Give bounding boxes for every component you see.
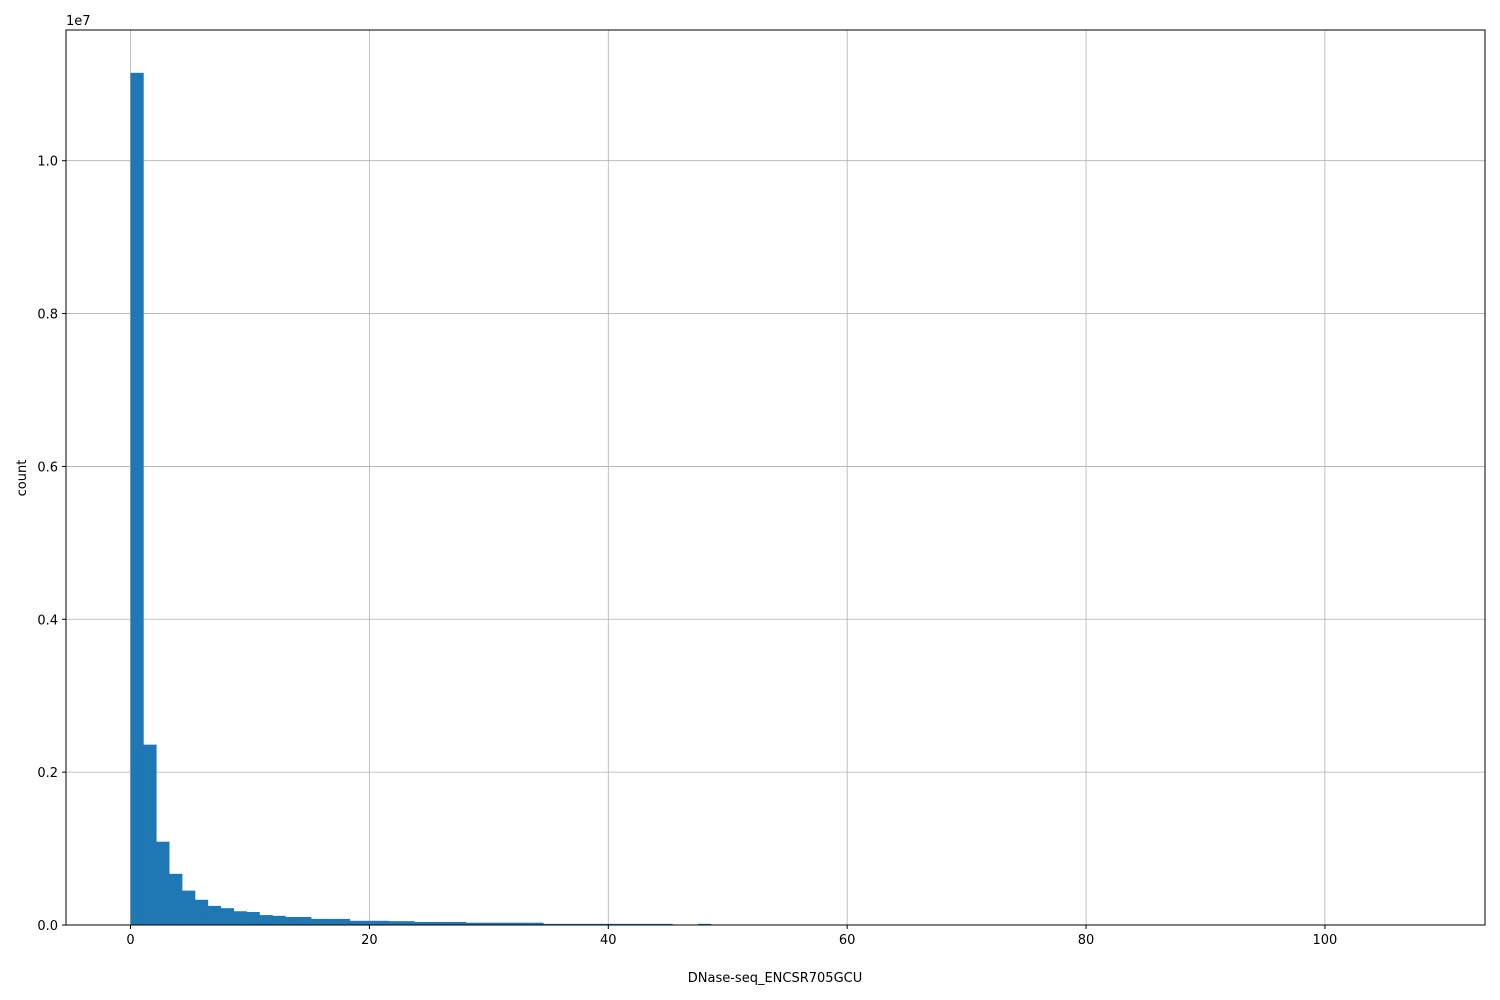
histogram-bar — [427, 921, 441, 925]
histogram-bar — [607, 923, 621, 925]
histogram-bar — [130, 72, 144, 925]
histogram-bar — [298, 916, 312, 925]
histogram-bar — [285, 916, 299, 925]
x-axis-ticks: 0 20 40 60 80 100 — [126, 925, 1337, 948]
x-tick-label: 0 — [126, 933, 134, 948]
histogram-bar — [156, 841, 170, 925]
x-axis-label: DNase-seq_ENCSR705GCU — [688, 971, 862, 986]
histogram-bar — [620, 923, 634, 925]
y-axis-label: count — [15, 460, 30, 497]
histogram-bar — [633, 923, 647, 925]
histogram-bar — [259, 915, 273, 925]
histogram-bar — [659, 923, 673, 925]
y-tick-label: 0.8 — [37, 308, 58, 323]
plot-frame — [65, 29, 1486, 926]
histogram-bar — [582, 923, 596, 925]
histogram-bar — [272, 915, 286, 925]
histogram-bar — [349, 920, 363, 925]
histogram-bar — [478, 922, 492, 925]
histogram-bar — [556, 923, 570, 925]
histogram-bar — [375, 920, 389, 925]
histogram-bar — [246, 912, 260, 925]
histogram-bar — [698, 923, 712, 925]
histogram-bar — [233, 911, 247, 925]
histogram-bar — [504, 922, 518, 925]
histogram-bar — [646, 923, 660, 925]
y-tick-label: 0.6 — [37, 460, 58, 475]
grid-lines — [66, 30, 1485, 926]
histogram-bar — [362, 920, 376, 925]
histogram-bar — [440, 921, 454, 925]
y-tick-label: 0.2 — [37, 766, 58, 781]
histogram-bar — [220, 908, 234, 925]
histogram-bar — [569, 923, 583, 925]
x-tick-label: 20 — [361, 933, 378, 948]
histogram-bar — [401, 921, 415, 925]
histogram-bar — [414, 921, 428, 925]
y-tick-label: 0.0 — [37, 919, 58, 934]
histogram-bar — [453, 921, 467, 925]
histogram-bar — [336, 918, 351, 925]
histogram-bar — [594, 923, 609, 925]
x-tick-label: 100 — [1313, 933, 1338, 948]
histogram-bar — [517, 922, 531, 925]
y-offset-label: 1e7 — [66, 14, 91, 29]
x-tick-label: 60 — [839, 933, 856, 948]
histogram-bar — [195, 899, 209, 925]
histogram-bars — [130, 72, 712, 925]
histogram-bar — [491, 922, 505, 925]
histogram-bar — [324, 918, 338, 925]
histogram-bar — [182, 890, 196, 925]
histogram-bar — [388, 921, 402, 925]
histogram-bar — [143, 744, 157, 925]
histogram-bar — [207, 905, 222, 925]
histogram-bar — [311, 918, 325, 925]
y-tick-label: 1.0 — [37, 155, 58, 170]
y-tick-label: 0.4 — [37, 613, 58, 628]
x-tick-label: 80 — [1078, 933, 1095, 948]
histogram-bar — [543, 923, 557, 925]
histogram-bar — [465, 922, 480, 925]
histogram-bar — [530, 922, 544, 925]
x-tick-label: 40 — [600, 933, 617, 948]
histogram-bar — [169, 873, 183, 925]
y-axis-ticks: 0.0 0.2 0.4 0.6 0.8 1.0 — [37, 155, 66, 934]
